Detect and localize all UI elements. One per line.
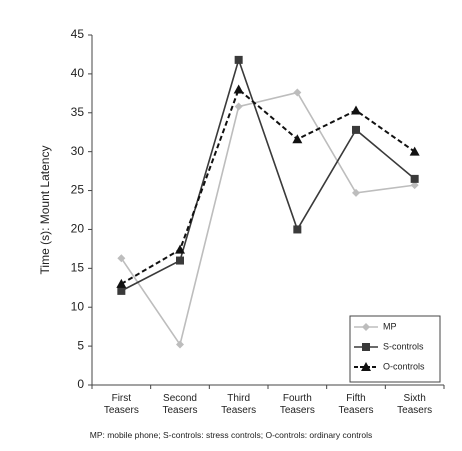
legend-label: O-controls [383, 361, 425, 371]
data-point [351, 105, 361, 115]
data-point [175, 244, 185, 254]
series-line [120, 91, 415, 347]
y-tick-label: 35 [71, 105, 85, 119]
y-tick-label: 25 [71, 183, 85, 197]
data-point [293, 88, 302, 97]
y-tick-label: 15 [71, 261, 85, 275]
x-tick-label: Second Teasers [162, 393, 198, 416]
legend-marker [362, 343, 370, 351]
x-tick-label: Fifth Teasers [338, 393, 374, 416]
data-point [176, 340, 184, 349]
series-line [120, 87, 416, 285]
legend-marker [361, 362, 371, 371]
data-point [117, 286, 126, 295]
legend-label: S-controls [383, 341, 424, 351]
y-tick-label: 30 [71, 144, 85, 158]
data-point [410, 181, 419, 190]
data-point [352, 188, 360, 197]
data-point [117, 254, 126, 263]
series-line [120, 57, 416, 292]
data-point [234, 102, 243, 111]
y-tick-label: 45 [71, 27, 85, 41]
y-tick-label: 10 [71, 299, 85, 313]
data-point [176, 256, 184, 265]
data-point [292, 134, 303, 144]
caption: MP: mobile phone; S-controls: stress con… [89, 430, 373, 440]
x-tick-label: Fourth Teasers [279, 393, 315, 416]
data-point [293, 225, 302, 234]
data-point [409, 146, 420, 156]
y-tick-label: 0 [77, 377, 84, 391]
data-point [116, 278, 127, 288]
x-tick-label: Third Teasers [221, 393, 257, 416]
data-point [410, 174, 419, 183]
y-tick-label: 5 [77, 338, 84, 352]
y-tick-label: 20 [71, 222, 85, 236]
legend-label: MP [383, 321, 397, 331]
y-tick-label: 40 [71, 66, 85, 80]
data-point [234, 55, 243, 64]
data-point [352, 125, 360, 134]
y-axis-label: Time (s): Mount Latency [38, 146, 52, 275]
data-point [233, 84, 244, 94]
x-tick-label: First Teasers [103, 393, 139, 416]
x-tick-label: Sixth Teasers [397, 393, 433, 416]
legend-marker [362, 323, 370, 331]
